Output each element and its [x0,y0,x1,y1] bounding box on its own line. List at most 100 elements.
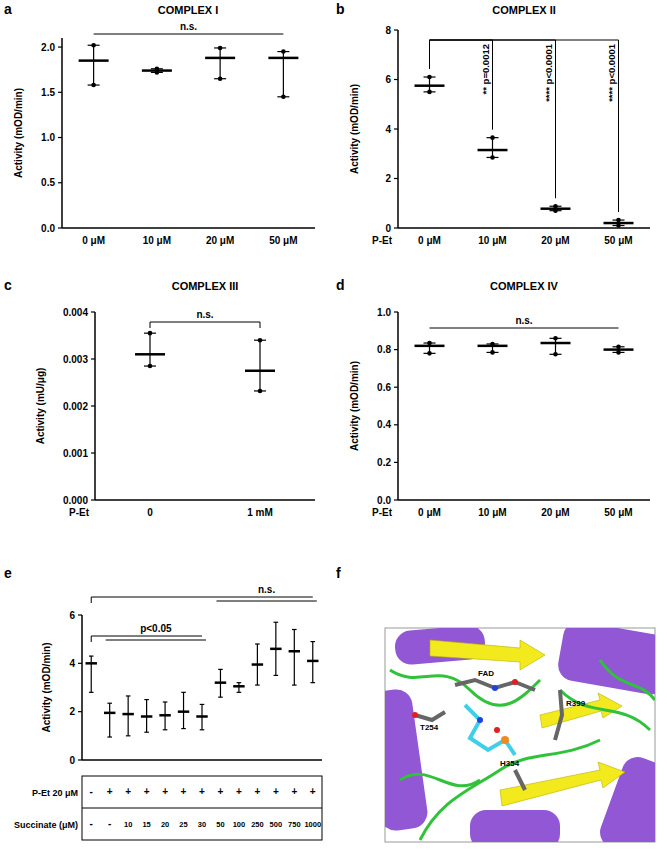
significance-bracket [91,636,202,637]
y-tick [394,311,398,312]
mean-line [205,57,235,60]
y-tick-label: 0.0 [377,495,391,506]
y-axis-label: Activity (mOD/min) [41,642,52,732]
table-cell: 50 [216,820,224,829]
mean-line [478,149,508,152]
mean-line [178,710,189,713]
table-cell: + [254,786,260,797]
bracket-leg [260,322,261,328]
significance-bracket [94,34,284,35]
atom [477,717,483,723]
mean-line [268,57,298,60]
x-tick-label: 0 μM [418,507,441,518]
y-tick-label: 2 [385,173,391,184]
error-cap [107,703,112,704]
y-tick [78,663,82,664]
error-cap [274,622,279,623]
error-cap [292,684,297,685]
error-cap [181,728,186,729]
y-tick [58,92,62,93]
error-cap [255,684,260,685]
panel-label: f [336,565,341,581]
table-cell: 20 [161,820,169,829]
y-tick-label: 1.0 [41,132,55,143]
error-cap [237,692,242,693]
atom [494,727,500,733]
table-cell: 250 [251,820,264,829]
error-cap [274,675,279,676]
y-tick-label: 6 [69,610,75,621]
table-rule [82,808,322,809]
atom [412,712,418,718]
loop [560,690,650,730]
error-bar [555,338,556,354]
table-cell: + [273,786,279,797]
point [490,350,495,355]
x-tick-label: 0 μM [418,235,441,246]
panel-b: bCOMPLEX II02468Activity (mOD/min)0 μM10… [336,1,650,246]
atom [501,736,509,744]
mean-line [415,84,445,87]
error-cap [181,692,186,693]
significance-bracket [430,40,619,41]
point [155,66,160,71]
annotation: **** p<0.0001 [606,43,617,102]
point [427,90,432,95]
table-cell: + [144,786,150,797]
panel-label: b [336,1,345,17]
mean-line [135,353,165,356]
structure-label: R399 [566,699,586,708]
mean-line [79,59,109,62]
y-tick [394,128,398,129]
bracket-range [216,601,316,602]
y-tick-label: 4 [69,658,75,669]
panel-label: e [4,565,12,581]
atom [512,679,518,685]
x-axis-label: P-Et [372,507,393,518]
y-tick [58,182,62,183]
ligand-sticks [465,705,515,755]
error-cap [126,695,131,696]
annotation: n.s. [258,584,275,595]
panel-a: aCOMPLEX I0.00.51.01.52.0Activity (mOD/m… [4,1,315,246]
error-cap [107,736,112,737]
mean-line [159,714,170,717]
significance-bracket [91,597,313,598]
table-cell: - [108,818,111,829]
significance-bracket [430,328,619,329]
error-cap [218,697,223,698]
table-row-label: Succinate (μM) [14,820,78,830]
error-cap [310,641,315,642]
y-tick-label: 2 [69,706,75,717]
table-cell: - [90,818,93,829]
y-axis [81,615,83,760]
x-tick-label: 20 μM [206,235,234,246]
table-cell: + [236,786,242,797]
y-tick-label: 1.0 [377,307,391,318]
table-cell: 30 [198,820,206,829]
y-tick [394,387,398,388]
mean-line [245,370,275,373]
bracket-leg [492,40,493,130]
annotation: **** p<0.0001 [543,43,554,102]
error-cap [200,704,205,705]
error-cap [200,729,205,730]
y-tick [91,405,95,406]
marks [415,336,634,357]
mean-line [270,648,281,651]
point [258,389,263,394]
chart-title: COMPLEX IV [490,280,559,292]
loop [390,670,540,705]
panel-c: cCOMPLEX III0.0000.0010.0020.0030.004Act… [4,277,315,518]
y-axis-label: Activity (mOD/min) [13,88,24,178]
point [218,76,223,81]
mean-line [307,660,318,663]
point [427,341,432,346]
error-bar [259,340,260,391]
helix [385,687,430,832]
mean-line [233,685,244,688]
fad-sticks [455,680,535,690]
y-tick-label: 0.003 [63,354,88,365]
point [258,338,263,343]
point [553,336,558,341]
